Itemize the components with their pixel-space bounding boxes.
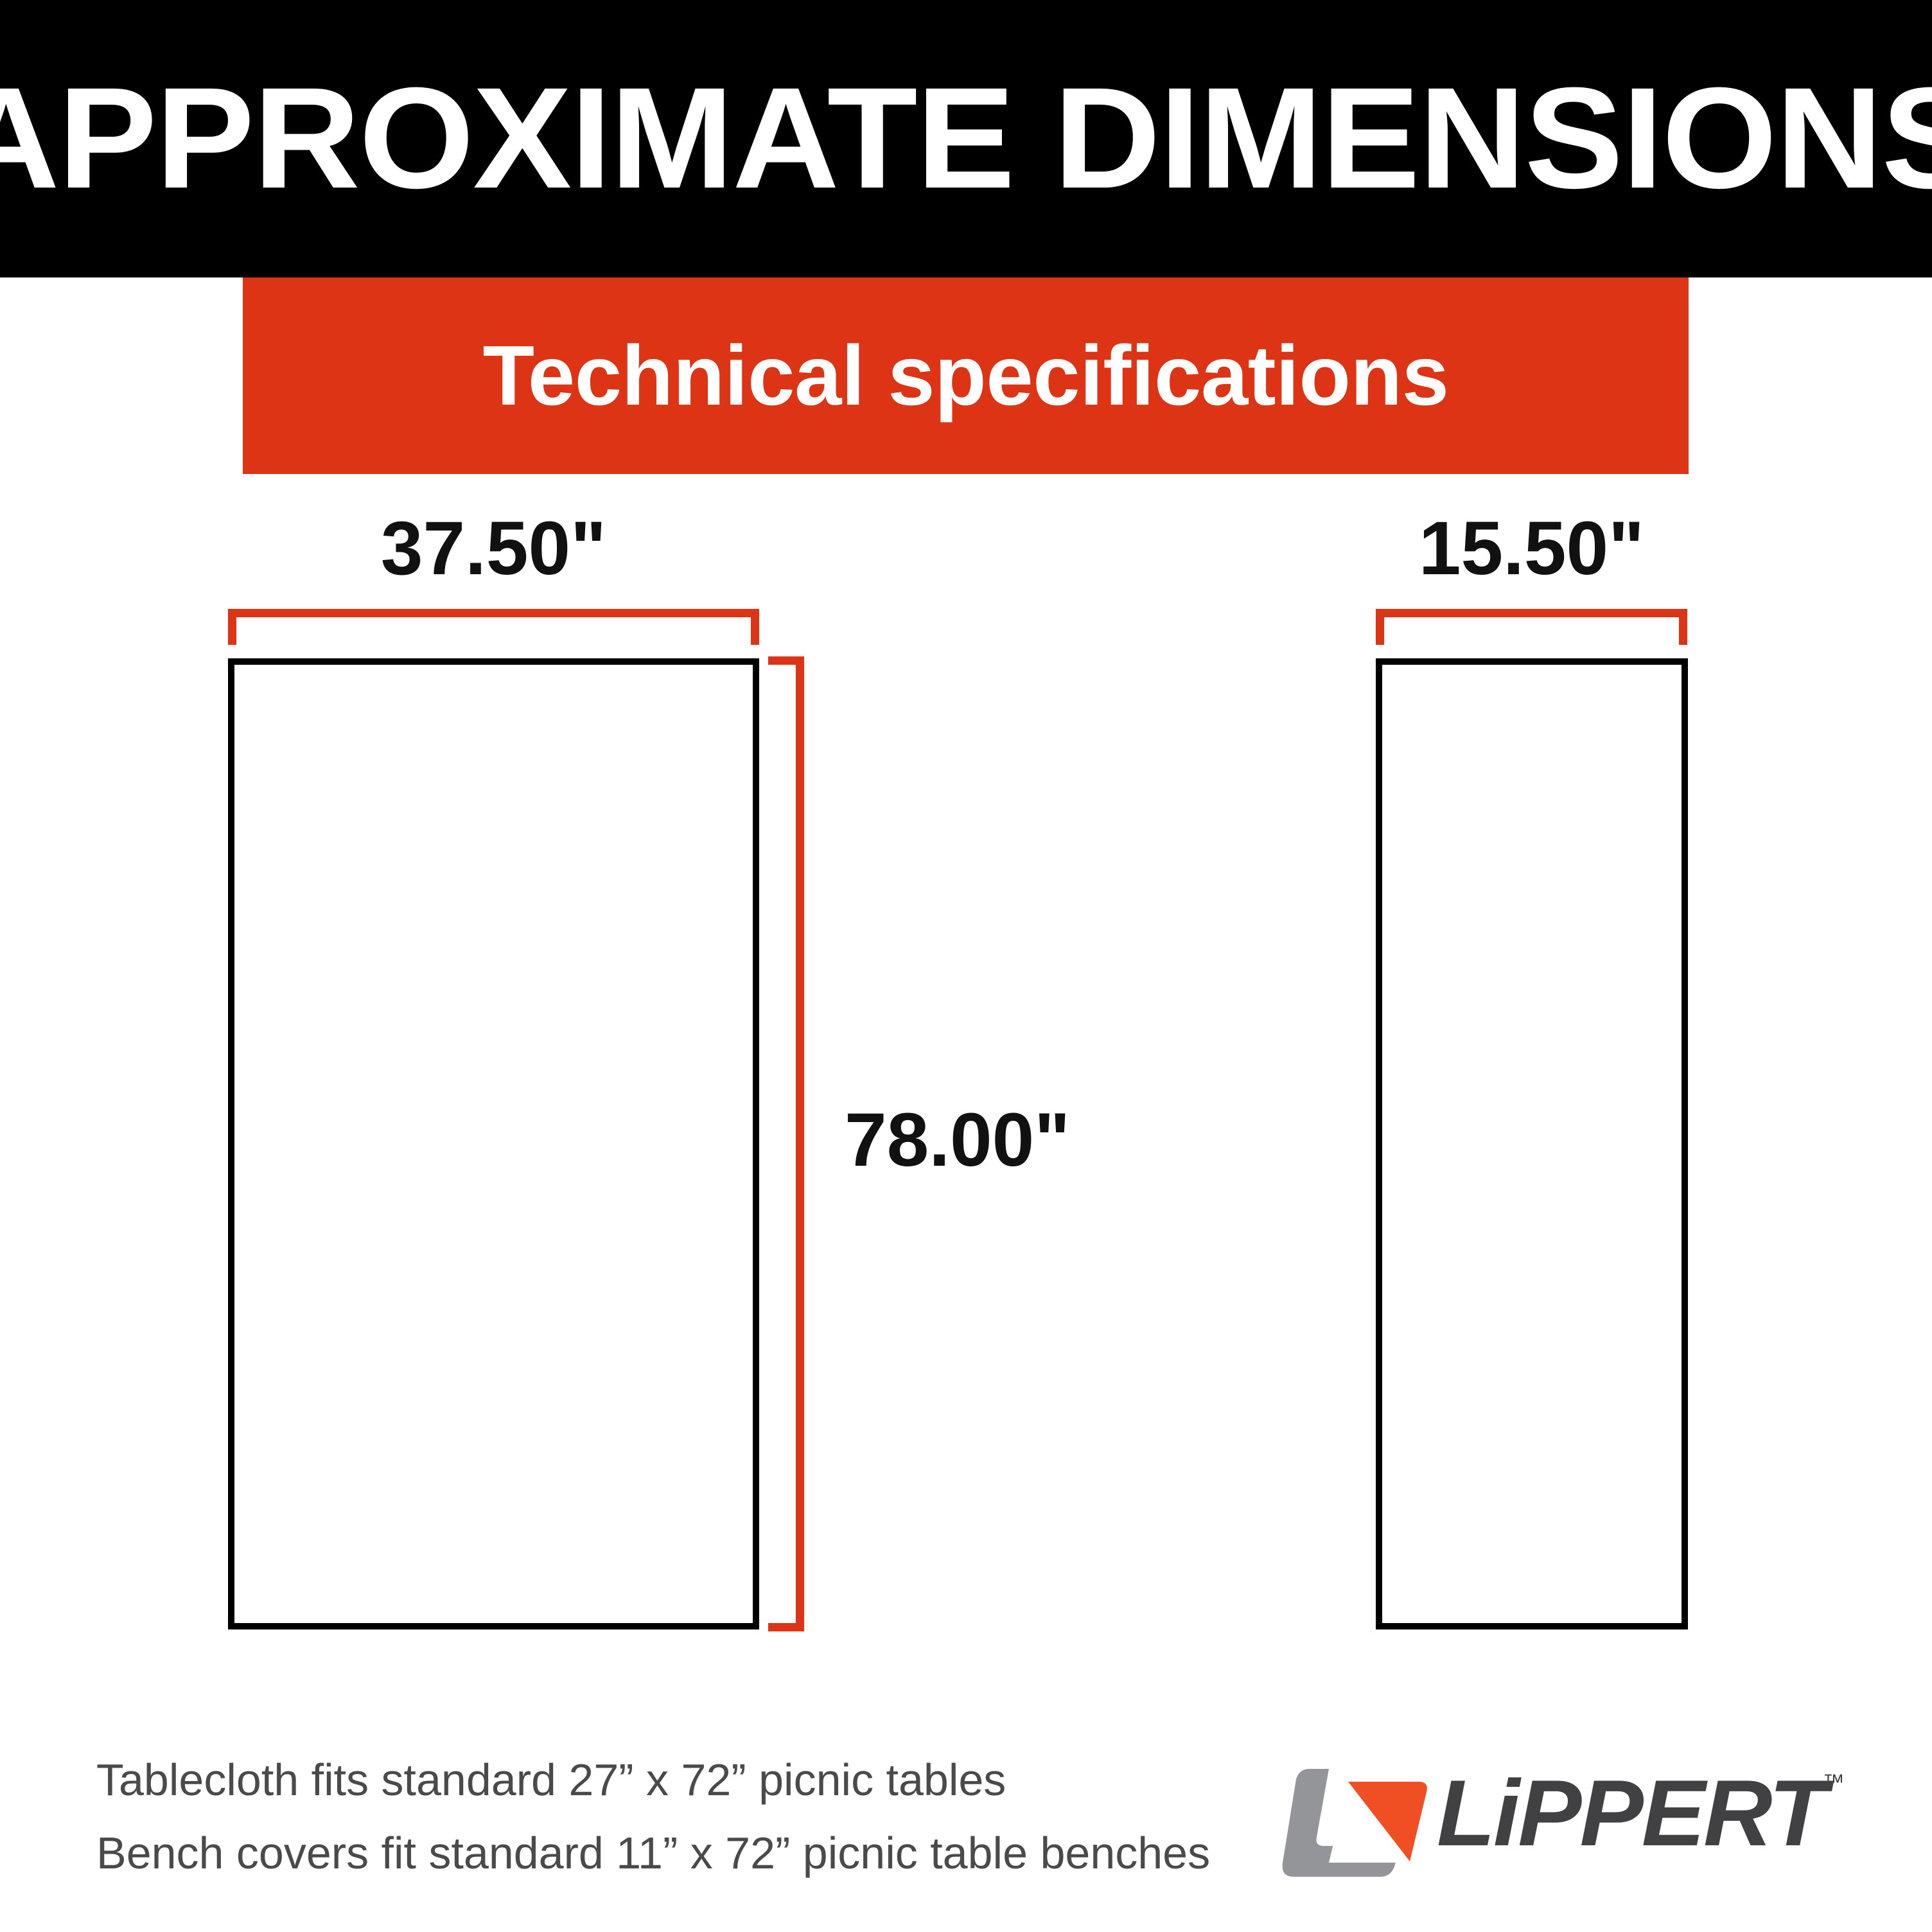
tablecloth-panel-outline: [228, 658, 759, 1629]
technical-specifications-label: Technical specifications: [482, 328, 1449, 423]
header-bar: APPROXIMATE DIMENSIONS: [0, 0, 1932, 277]
trademark-symbol: ™: [1822, 1770, 1845, 1795]
lippert-logo: LiPPERT ™: [1281, 1765, 1898, 1881]
bench-cover-panel-outline: [1376, 658, 1688, 1629]
lippert-logo-mark-icon: [1282, 1769, 1427, 1877]
height-bracket-panel: [768, 656, 804, 1631]
page-title: APPROXIMATE DIMENSIONS: [0, 58, 1932, 219]
width-bracket-bench-cover: [1376, 609, 1687, 645]
dimension-label-panel-height: 78.00": [845, 1098, 1071, 1182]
width-bracket-tablecloth: [228, 609, 759, 645]
lippert-wordmark: LiPPERT: [1437, 1761, 1827, 1865]
footnote-bench-covers: Bench covers fit standard 11” x 72” picn…: [96, 1828, 1211, 1878]
dimension-label-tablecloth-width: 37.50": [380, 506, 607, 591]
footnote-group: Tablecloth fits standard 27” x 72” picni…: [96, 1743, 1252, 1890]
dimension-label-bench-cover-width: 15.50": [1418, 506, 1645, 591]
footnote-tablecloth: Tablecloth fits standard 27” x 72” picni…: [96, 1755, 1006, 1805]
technical-specifications-band: Technical specifications: [243, 277, 1689, 474]
